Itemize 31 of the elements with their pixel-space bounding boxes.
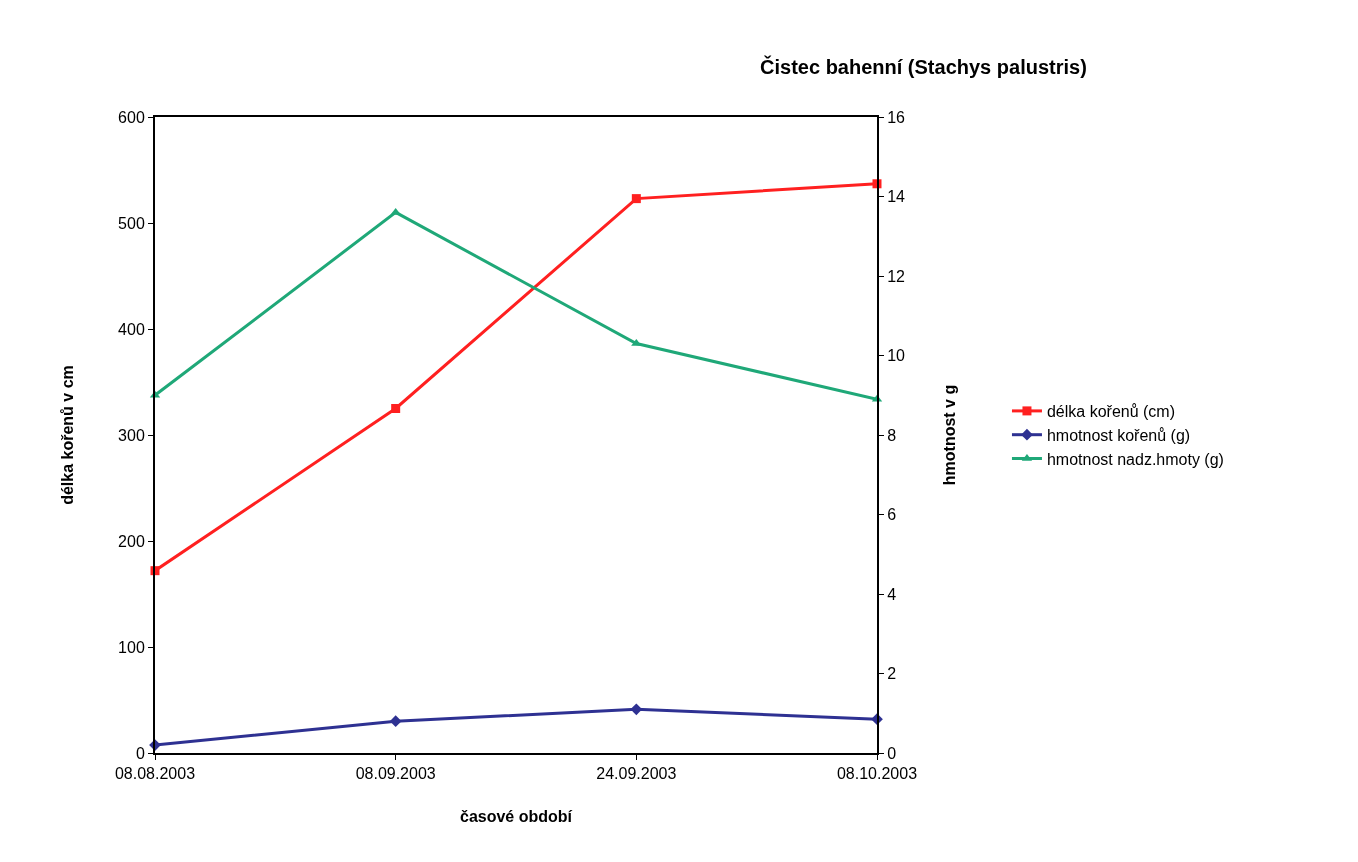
point [390,207,401,215]
y2-axis-title: hmotnost v g [941,384,959,486]
y-tick-label: 300 [118,426,145,444]
x-tick-label: 24.09.2003 [596,765,677,783]
y2-tick-label: 4 [887,585,897,603]
point [389,715,402,728]
x-tick-label: 08.09.2003 [355,765,436,783]
y2-tick-label: 0 [887,744,897,762]
y2-tick-label: 12 [887,267,906,285]
y-axis-title: délka kořenů v cm [59,365,77,505]
x-tick-label: 08.10.2003 [836,765,918,783]
y-tick-label: 100 [118,638,145,656]
y2-tick-label: 14 [887,188,906,206]
legend-label: délka kořenů (cm) [1046,403,1176,421]
text: Čistec bahenní (Stachys palustris) [760,55,1087,79]
y-tick-label: 500 [118,214,145,232]
y2-tick-label: 10 [887,347,906,365]
y-tick-label: 400 [118,320,145,338]
y2-tick-label: 6 [887,506,897,524]
y-tick-label: 0 [135,744,145,762]
legend-label: hmotnost nadz.hmoty (g) [1046,450,1224,468]
x-axis-title: časové období [459,808,573,826]
point [391,404,401,413]
y-tick-label: 600 [118,108,145,126]
y2-tick-label: 16 [887,108,906,126]
legend-label: hmotnost kořenů (g) [1046,426,1191,444]
x-tick-label: 08.08.2003 [114,765,196,783]
y2-tick-label: 2 [887,665,897,683]
y2-tick-label: 8 [887,426,897,444]
y-tick-label: 200 [118,532,145,550]
point [631,194,641,204]
